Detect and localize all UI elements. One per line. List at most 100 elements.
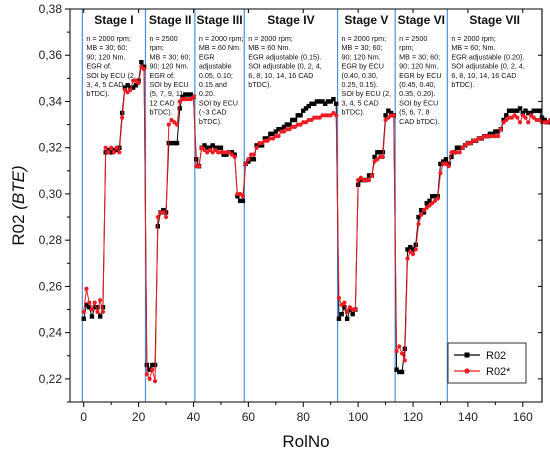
data-point	[210, 150, 215, 155]
data-point	[224, 152, 229, 157]
stage-note-line: SOI adjustable (0, 2, 4,	[451, 62, 525, 71]
data-point	[528, 110, 534, 116]
data-point	[268, 131, 273, 137]
x-tick-label: 100	[348, 410, 368, 424]
legend-marker-R02*	[464, 368, 470, 374]
data-point	[185, 92, 191, 97]
data-point	[410, 247, 416, 252]
data-point	[218, 145, 224, 150]
data-point	[377, 150, 383, 155]
y-tick-label: 0,38	[39, 2, 63, 16]
data-point	[246, 159, 251, 164]
data-point	[457, 145, 462, 150]
data-point	[221, 152, 226, 157]
data-point	[150, 362, 155, 368]
data-point	[542, 117, 547, 123]
data-point	[443, 157, 449, 162]
data-point	[501, 120, 506, 125]
data-point	[240, 194, 245, 199]
stage-note-line: bTDC).	[342, 108, 365, 117]
y-tick-label: 0,36	[39, 48, 63, 62]
x-tick-label: 160	[513, 410, 533, 424]
data-point	[537, 117, 542, 123]
data-point	[333, 101, 339, 106]
data-point	[301, 108, 306, 113]
data-point	[183, 92, 188, 97]
y-axis-title: R02 (BTE)	[9, 165, 28, 245]
stage-note-line: n = 2000 rpm;	[451, 34, 496, 43]
data-point	[375, 157, 380, 162]
data-point	[196, 164, 202, 169]
data-point	[265, 136, 270, 141]
data-point	[81, 316, 86, 321]
data-point	[309, 117, 314, 123]
y-tick-label: 0,32	[39, 141, 63, 155]
data-point	[246, 157, 251, 162]
data-point	[449, 154, 454, 160]
x-tick-label: 120	[403, 410, 423, 424]
stage-title: Stage V	[344, 13, 388, 27]
data-point	[435, 196, 440, 201]
data-point	[122, 85, 128, 90]
data-point	[287, 127, 292, 132]
data-point	[243, 161, 248, 166]
data-point	[356, 177, 361, 183]
data-point	[169, 117, 174, 123]
data-point	[130, 85, 136, 90]
data-point	[309, 101, 314, 106]
data-point	[89, 307, 95, 312]
data-point	[427, 203, 432, 208]
data-point	[287, 122, 292, 127]
data-point	[537, 108, 542, 113]
stage-title: Stage II	[149, 13, 192, 27]
data-point	[279, 127, 284, 132]
data-point	[416, 214, 421, 220]
data-point	[421, 210, 427, 215]
data-point	[509, 108, 515, 113]
data-point	[161, 207, 166, 213]
stage-note-line: n = 2500	[399, 34, 427, 43]
data-point	[498, 127, 503, 132]
data-point	[290, 117, 295, 123]
data-point	[257, 143, 262, 148]
data-point	[95, 305, 100, 310]
data-point	[430, 201, 435, 206]
stage-note-line: n = 2000 rpm;	[86, 34, 131, 43]
stage-note-line: rpm;	[149, 43, 163, 52]
data-point	[276, 134, 281, 139]
data-point	[147, 376, 152, 381]
stage-note-line: bTDC).	[451, 80, 474, 89]
series-layer	[81, 59, 550, 384]
data-point	[169, 140, 174, 146]
stage-note-line: SOI by ECU	[199, 98, 238, 107]
stage-note-line: EGR	[199, 52, 215, 61]
stage-note-line: SOI adjustable (0, 2, 4,	[248, 62, 322, 71]
data-point	[399, 351, 405, 356]
data-point	[92, 305, 97, 310]
data-point	[391, 113, 396, 118]
data-point	[125, 90, 130, 95]
stage-annotations: Stage In = 2000 rpm;MB = 30; 60;90; 120 …	[86, 13, 524, 126]
data-point	[100, 309, 106, 314]
data-point	[397, 344, 402, 349]
data-point	[87, 300, 92, 305]
data-point	[98, 298, 103, 303]
data-point	[97, 314, 103, 319]
stage-note-line: EGR adjustable (0.20).	[451, 52, 524, 61]
data-point	[232, 154, 237, 160]
data-point	[128, 85, 133, 90]
data-point	[152, 379, 158, 384]
data-point	[531, 115, 536, 120]
data-point	[517, 120, 523, 125]
stage-note-line: (~3 CAD	[199, 108, 227, 117]
data-point	[103, 145, 108, 150]
data-point	[251, 152, 256, 157]
data-point	[139, 59, 144, 65]
data-point	[528, 113, 534, 118]
data-point	[487, 131, 493, 137]
data-point	[416, 221, 421, 227]
y-tick-label: 0,22	[39, 372, 63, 386]
data-point	[202, 147, 207, 153]
stage-note-line: MB = 60 Nm.	[248, 43, 290, 52]
data-point	[331, 96, 336, 102]
